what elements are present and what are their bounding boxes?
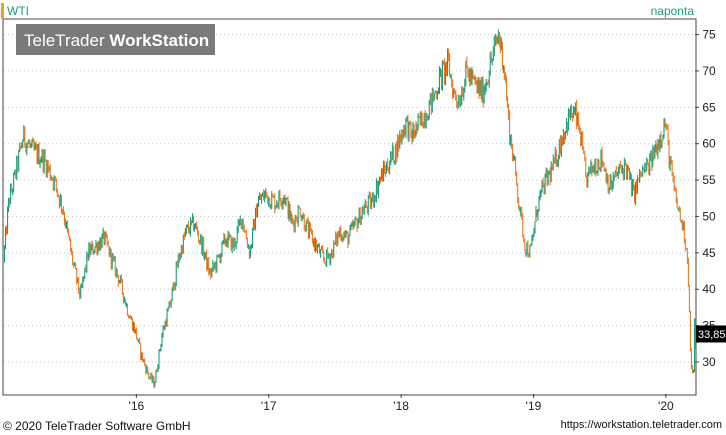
x-tick-label: '16: [129, 399, 145, 413]
x-axis: '16 '17 '18 '19 '20: [129, 394, 674, 413]
y-tick-label: 55: [702, 173, 716, 187]
watermark-brand-bold: WorkStation: [109, 31, 209, 50]
watermark-box: [16, 24, 215, 55]
symbol-marker: [1, 3, 4, 19]
x-tick-label: '18: [393, 399, 409, 413]
source-url[interactable]: https://workstation.teletrader.com: [560, 419, 722, 431]
period-label: naponta: [651, 4, 695, 18]
watermark: TeleTrader WorkStation: [16, 24, 215, 55]
y-tick-label: 65: [702, 100, 716, 114]
y-tick-label: 60: [702, 137, 716, 151]
y-tick-label: 75: [702, 28, 716, 42]
x-tick-label: '17: [261, 399, 277, 413]
y-tick-label: 30: [702, 355, 716, 369]
y-tick-label: 70: [702, 64, 716, 78]
x-tick-label: '20: [658, 399, 674, 413]
footer: © 2020 TeleTrader Software GmbH https://…: [0, 417, 726, 435]
last-price-box: [696, 325, 726, 343]
last-price-marker: 33,85: [696, 325, 726, 343]
y-axis: 30354045505560657075: [695, 28, 716, 369]
chart-frame: [2, 18, 697, 396]
last-price-value: 33,85: [698, 329, 726, 341]
price-series: [3, 29, 696, 389]
watermark-brand-light: TeleTrader: [24, 31, 109, 50]
copyright-text: © 2020 TeleTrader Software GmbH: [3, 419, 191, 433]
watermark-text: TeleTrader WorkStation: [24, 31, 209, 50]
x-tick-label: '19: [526, 399, 542, 413]
symbol-label: WTI: [7, 4, 29, 18]
y-tick-label: 40: [702, 282, 716, 296]
y-tick-label: 45: [702, 246, 716, 260]
y-tick-label: 50: [702, 209, 716, 223]
